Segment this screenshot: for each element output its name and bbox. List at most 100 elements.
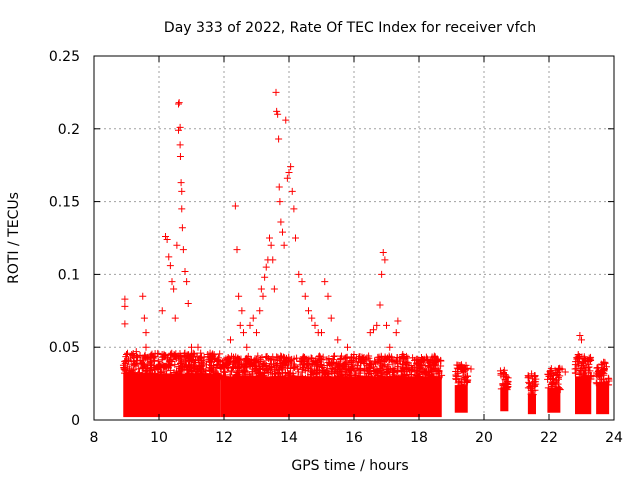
filler-point: [549, 376, 557, 384]
filler-point: [393, 354, 401, 362]
filler-point: [421, 369, 429, 377]
filler-point: [162, 364, 170, 372]
filler-point: [268, 363, 276, 371]
x-tick-label: 18: [410, 430, 428, 446]
data-point: [290, 205, 298, 213]
data-point: [576, 332, 584, 340]
data-point: [171, 314, 179, 322]
filler-point: [284, 370, 292, 378]
filler-point: [584, 364, 592, 372]
filler-point: [227, 367, 235, 375]
filler-point: [284, 361, 292, 369]
x-tick-label: 14: [280, 430, 298, 446]
filler-point: [157, 369, 165, 377]
filler-point: [333, 370, 341, 378]
filler-point: [531, 381, 539, 389]
data-point: [277, 218, 285, 226]
data-point: [183, 278, 191, 286]
data-point: [140, 314, 148, 322]
density-band-layer: [123, 373, 610, 418]
data-point: [176, 141, 184, 149]
filler-point: [220, 357, 228, 365]
data-point: [578, 336, 585, 344]
filler-point: [579, 371, 587, 379]
data-point: [270, 285, 278, 293]
filler-point: [172, 350, 180, 358]
data-point: [501, 375, 509, 383]
filler-point: [600, 358, 608, 366]
filler-point: [554, 368, 562, 376]
data-point: [282, 116, 290, 124]
filler-point: [314, 362, 322, 370]
data-point: [376, 301, 384, 309]
filler-point: [247, 373, 255, 381]
filler-point: [181, 361, 189, 369]
filler-point: [371, 357, 379, 365]
filler-point: [428, 372, 436, 380]
data-point: [166, 262, 174, 270]
filler-point: [427, 358, 435, 366]
filler-point: [464, 372, 472, 380]
filler-point: [185, 369, 193, 377]
filler-point: [430, 352, 438, 360]
data-point: [272, 88, 280, 96]
filler-point: [383, 363, 391, 371]
filler-point: [360, 365, 368, 373]
x-tick-label: 22: [540, 430, 558, 446]
filler-point: [356, 369, 364, 377]
data-point: [431, 365, 439, 373]
data-point: [243, 343, 251, 351]
data-point: [305, 307, 312, 315]
filler-point: [348, 371, 356, 379]
filler-point: [371, 375, 379, 383]
data-point: [262, 263, 270, 271]
filler-point: [575, 371, 583, 378]
data-point: [204, 350, 212, 358]
filler-point: [311, 367, 319, 375]
data-point: [235, 292, 243, 300]
filler-point: [593, 380, 601, 388]
data-point: [467, 365, 475, 373]
data-point: [142, 329, 150, 337]
filler-point: [454, 379, 462, 387]
y-tick-label: 0.1: [58, 267, 80, 283]
filler-point: [434, 356, 442, 364]
data-point: [142, 343, 150, 351]
filler-point: [366, 360, 374, 368]
filler-point: [391, 358, 399, 366]
data-point: [327, 314, 335, 322]
data-point: [179, 246, 187, 254]
filler-point: [171, 361, 179, 369]
filler-point: [527, 390, 535, 398]
filler-point: [417, 368, 425, 376]
dense-observation-band: [596, 382, 610, 415]
filler-point: [393, 366, 401, 374]
filler-point: [206, 372, 214, 380]
filler-point: [342, 375, 350, 383]
filler-point: [599, 369, 607, 377]
filler-point: [433, 375, 441, 383]
filler-point: [344, 361, 352, 369]
filler-point: [373, 368, 381, 376]
filler-point: [572, 365, 580, 373]
data-point: [287, 163, 295, 171]
data-point: [123, 350, 130, 358]
data-point: [526, 380, 533, 388]
y-tick-label: 0.15: [49, 195, 80, 211]
filler-point: [146, 366, 154, 374]
filler-point: [334, 375, 342, 383]
data-point: [288, 187, 296, 195]
filler-point: [153, 363, 161, 371]
filler-point: [321, 370, 329, 378]
data-point: [176, 123, 184, 131]
data-point: [178, 187, 186, 195]
filler-point: [383, 354, 391, 362]
filler-point: [330, 352, 338, 360]
filler-point: [576, 366, 584, 374]
grid-layer: [94, 56, 614, 420]
filler-point: [226, 371, 234, 379]
data-point: [275, 183, 283, 191]
filler-point: [340, 363, 348, 371]
filler-point: [378, 362, 386, 370]
